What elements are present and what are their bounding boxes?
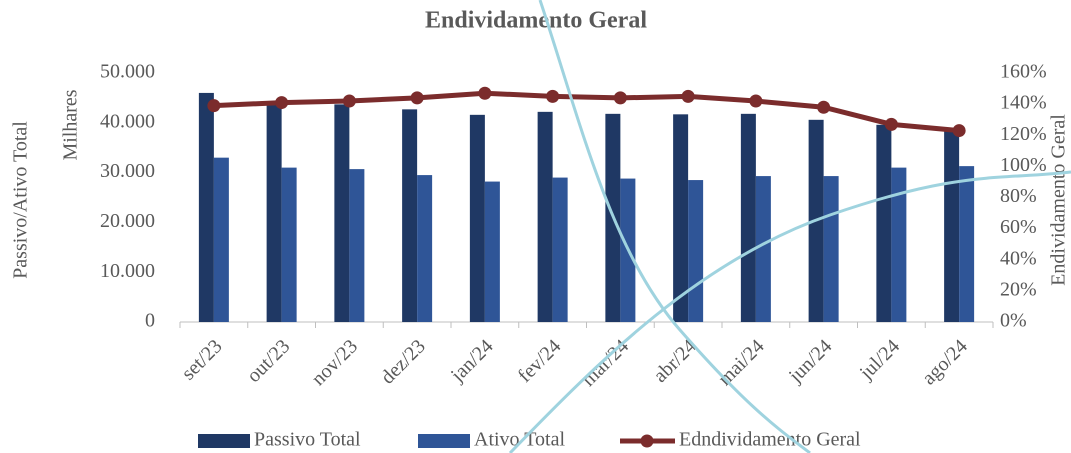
legend-label: Edndividamento Geral (679, 429, 861, 451)
overlay-curve (538, 0, 811, 453)
y2-tick-label: 140% (1000, 92, 1047, 114)
legend-swatch (198, 434, 250, 448)
marker (613, 91, 627, 105)
marker (342, 94, 356, 108)
x-tick-label: jun/24 (784, 335, 836, 387)
x-tick-label: fev/24 (514, 335, 566, 387)
x-tick-label: out/23 (243, 335, 295, 387)
bar (484, 181, 500, 322)
bar (552, 177, 568, 322)
overlay-curve (508, 170, 1071, 453)
marker (749, 94, 763, 108)
chart-title: Endividamento Geral (425, 8, 647, 34)
y2-axis-title: Endividamento Geral (1048, 114, 1070, 286)
y2-tick-label: 100% (1000, 154, 1047, 176)
x-tick-label: nov/23 (307, 335, 362, 390)
y2-tick-label: 120% (1000, 123, 1047, 145)
marker (410, 91, 424, 105)
y2-tick-label: 0% (1000, 310, 1027, 332)
marker (884, 117, 898, 131)
y2-tick-label: 60% (1000, 216, 1037, 238)
legend-label: Passivo Total (254, 429, 361, 451)
bar (944, 128, 960, 322)
marker (478, 86, 492, 100)
bar (334, 104, 350, 323)
y2-tick-label: 80% (1000, 185, 1037, 207)
bar (402, 109, 418, 322)
y2-tick-label: 160% (1000, 61, 1047, 83)
marker (546, 89, 560, 103)
x-tick-label: ago/24 (918, 335, 972, 389)
x-tick-label: mar/24 (578, 335, 634, 391)
y-tick-label: 0 (145, 310, 155, 332)
bar (959, 166, 975, 322)
marker (681, 89, 695, 103)
line (213, 90, 960, 134)
y-tick-label: 50.000 (100, 61, 155, 83)
bar (266, 102, 282, 322)
marker (817, 100, 831, 114)
marker (207, 99, 221, 113)
y2-tick-label: 40% (1000, 247, 1037, 269)
bar (823, 176, 839, 322)
y-unit-label: Milhares (60, 89, 82, 160)
y-tick-label: 30.000 (100, 160, 155, 182)
legend-swatch (418, 434, 470, 448)
bar (198, 92, 214, 322)
bar (740, 113, 756, 322)
bar (891, 167, 907, 322)
bar (213, 157, 229, 322)
bar (688, 180, 704, 322)
bar (537, 111, 553, 323)
y2-tick-label: 20% (1000, 278, 1037, 300)
bar (469, 114, 485, 322)
marker (275, 96, 289, 110)
x-tick-label: jan/24 (446, 335, 498, 387)
bar (281, 167, 297, 322)
x-tick-label: dez/23 (377, 335, 430, 388)
bar (876, 124, 892, 323)
x-tick-label: set/23 (177, 335, 226, 384)
y-tick-label: 40.000 (100, 110, 155, 132)
y-axis-title: Passivo/Ativo Total (10, 121, 32, 279)
bar (673, 114, 689, 322)
y-tick-label: 10.000 (100, 260, 155, 282)
x-tick-label: jul/24 (855, 335, 904, 384)
legend-marker (640, 434, 654, 448)
legend-label: Ativo Total (474, 429, 565, 451)
x-tick-label: mai/24 (714, 335, 769, 390)
bar (417, 175, 433, 322)
bar (349, 169, 365, 322)
bar (755, 176, 771, 322)
marker (952, 124, 966, 138)
y-tick-label: 20.000 (100, 210, 155, 232)
plot-area: 0 10.000 20.000 30.000 40.000 50.000 0% 20% 40% 6… (100, 61, 1047, 451)
